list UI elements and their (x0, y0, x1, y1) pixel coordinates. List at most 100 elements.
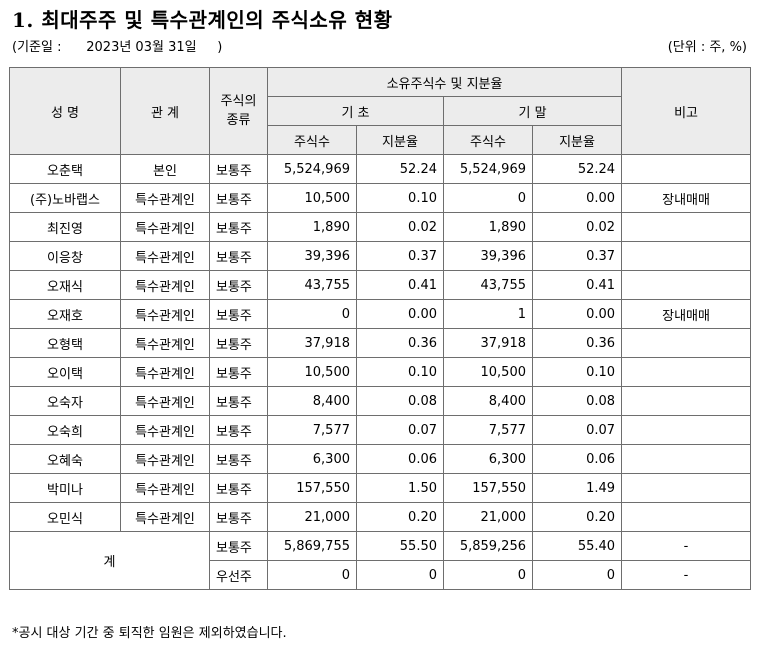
row-note (621, 502, 752, 532)
table-row: 오형택 특수관계인 보통주 37,918 0.36 37,918 0.36 (9, 328, 752, 358)
table-row: 박미나 특수관계인 보통주 157,550 1.50 157,550 1.49 (9, 473, 752, 503)
table-row: 오이택 특수관계인 보통주 10,500 0.10 10,500 0.10 (9, 357, 752, 387)
header-name: 성 명 (9, 67, 121, 155)
row-stock-type: 보통주 (209, 299, 268, 329)
row-end-ratio: 0.00 (531, 299, 623, 329)
row-end-shares: 8,400 (443, 386, 533, 416)
row-end-shares: 37,918 (443, 328, 533, 358)
total-common-note: - (621, 531, 752, 561)
row-name: 이응창 (9, 241, 121, 271)
row-stock-type: 보통주 (209, 183, 268, 213)
table-row: 이응창 특수관계인 보통주 39,396 0.37 39,396 0.37 (9, 241, 752, 271)
row-note (621, 270, 752, 300)
total-preferred-type: 우선주 (209, 560, 268, 590)
row-begin-ratio: 0.20 (356, 502, 444, 532)
table-row: 오혜숙 특수관계인 보통주 6,300 0.06 6,300 0.06 (9, 444, 752, 474)
row-begin-ratio: 0.07 (356, 415, 444, 445)
row-note (621, 444, 752, 474)
row-begin-ratio: 0.36 (356, 328, 444, 358)
row-begin-ratio: 0.08 (356, 386, 444, 416)
shareholder-table: 성 명 관 계 주식의 종류 소유주식수 및 지분율 비고 기 초 기 말 주식… (9, 67, 752, 590)
row-end-shares: 157,550 (443, 473, 533, 503)
row-begin-ratio: 0.00 (356, 299, 444, 329)
row-name: 오숙희 (9, 415, 121, 445)
row-end-shares: 5,524,969 (443, 154, 533, 184)
row-end-shares: 1 (443, 299, 533, 329)
row-stock-type: 보통주 (209, 212, 268, 242)
row-end-shares: 39,396 (443, 241, 533, 271)
row-begin-ratio: 0.06 (356, 444, 444, 474)
total-preferred-end-ratio: 0 (531, 560, 623, 590)
row-begin-shares: 1,890 (267, 212, 357, 242)
table-row: (주)노바랩스 특수관계인 보통주 10,500 0.10 0 0.00 장내매매 (9, 183, 752, 213)
total-preferred-begin-ratio: 0 (356, 560, 444, 590)
row-end-ratio: 0.37 (531, 241, 623, 271)
row-relation: 본인 (120, 154, 210, 184)
header-beginning: 기 초 (267, 96, 444, 126)
row-end-ratio: 0.10 (531, 357, 623, 387)
header-ending-shares: 주식수 (443, 125, 533, 155)
row-end-ratio: 0.41 (531, 270, 623, 300)
row-begin-ratio: 0.10 (356, 183, 444, 213)
row-end-ratio: 0.07 (531, 415, 623, 445)
total-preferred-note: - (621, 560, 752, 590)
row-end-shares: 10,500 (443, 357, 533, 387)
row-relation: 특수관계인 (120, 183, 210, 213)
row-relation: 특수관계인 (120, 212, 210, 242)
row-name: 오민식 (9, 502, 121, 532)
header-ending-ratio: 지분율 (531, 125, 623, 155)
row-begin-shares: 21,000 (267, 502, 357, 532)
row-relation: 특수관계인 (120, 386, 210, 416)
row-relation: 특수관계인 (120, 415, 210, 445)
row-begin-shares: 6,300 (267, 444, 357, 474)
table-body: 오춘택 본인 보통주 5,524,969 52.24 5,524,969 52.24 (주)노… (9, 154, 752, 532)
row-begin-ratio: 0.37 (356, 241, 444, 271)
row-relation: 특수관계인 (120, 299, 210, 329)
total-common-begin-ratio: 55.50 (356, 531, 444, 561)
total-row-preferred: 우선주 0 0 0 0 - (10, 560, 752, 590)
row-begin-shares: 157,550 (267, 473, 357, 503)
row-note (621, 473, 752, 503)
row-begin-ratio: 52.24 (356, 154, 444, 184)
row-end-ratio: 0.20 (531, 502, 623, 532)
row-end-ratio: 0.08 (531, 386, 623, 416)
row-stock-type: 보통주 (209, 415, 268, 445)
row-end-shares: 1,890 (443, 212, 533, 242)
row-stock-type: 보통주 (209, 154, 268, 184)
basis-date: (기준일 : 2023년 03월 31일 ) (12, 40, 223, 55)
row-name: 오재식 (9, 270, 121, 300)
row-end-shares: 7,577 (443, 415, 533, 445)
unit-label: (단위 : 주, %) (667, 40, 747, 55)
row-stock-type: 보통주 (209, 270, 268, 300)
row-end-ratio: 0.36 (531, 328, 623, 358)
total-common-end-ratio: 55.40 (531, 531, 623, 561)
row-end-shares: 6,300 (443, 444, 533, 474)
row-relation: 특수관계인 (120, 502, 210, 532)
row-name: (주)노바랩스 (9, 183, 121, 213)
table-row: 오숙희 특수관계인 보통주 7,577 0.07 7,577 0.07 (9, 415, 752, 445)
table-row: 오춘택 본인 보통주 5,524,969 52.24 5,524,969 52.24 (9, 154, 752, 184)
header-beginning-ratio: 지분율 (356, 125, 444, 155)
row-begin-shares: 10,500 (267, 183, 357, 213)
row-relation: 특수관계인 (120, 444, 210, 474)
row-begin-ratio: 0.41 (356, 270, 444, 300)
row-end-ratio: 52.24 (531, 154, 623, 184)
page-title: 1. 최대주주 및 특수관계인의 주식소유 현황 (12, 8, 393, 32)
row-begin-shares: 10,500 (267, 357, 357, 387)
header-stock-type: 주식의 종류 (209, 67, 268, 155)
row-name: 오혜숙 (9, 444, 121, 474)
row-end-shares: 43,755 (443, 270, 533, 300)
table-row: 오숙자 특수관계인 보통주 8,400 0.08 8,400 0.08 (9, 386, 752, 416)
row-stock-type: 보통주 (209, 386, 268, 416)
header-ownership: 소유주식수 및 지분율 (266, 67, 623, 97)
table-total: 계 보통주 5,869,755 55.50 5,859,256 55.40 - … (9, 531, 752, 590)
row-begin-shares: 7,577 (267, 415, 357, 445)
total-common-begin-shares: 5,869,755 (267, 531, 357, 561)
header-beginning-shares: 주식수 (267, 125, 357, 155)
row-name: 오숙자 (9, 386, 121, 416)
row-relation: 특수관계인 (120, 357, 210, 387)
row-begin-ratio: 0.02 (356, 212, 444, 242)
row-relation: 특수관계인 (120, 270, 210, 300)
row-stock-type: 보통주 (209, 328, 268, 358)
row-end-ratio: 0.00 (531, 183, 623, 213)
